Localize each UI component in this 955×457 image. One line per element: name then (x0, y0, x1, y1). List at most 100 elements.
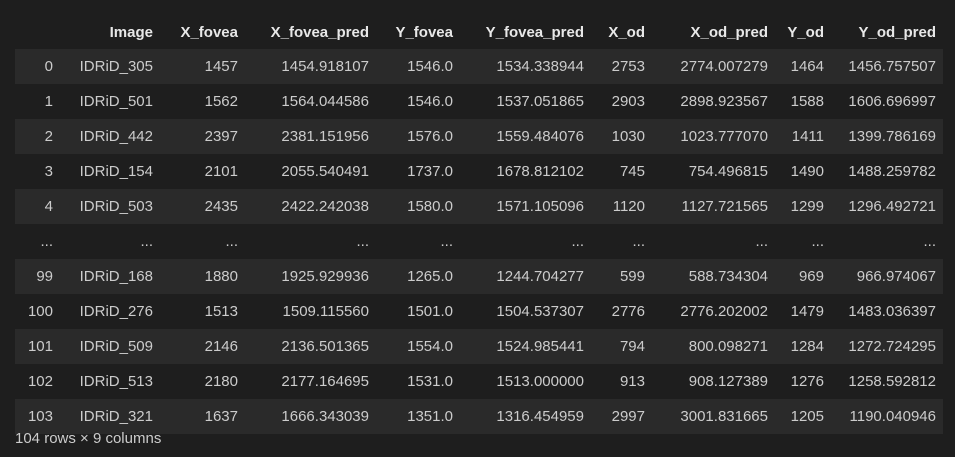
table-cell: 1265.0 (407, 268, 453, 285)
table-cell: 1524.985441 (496, 338, 584, 355)
table-cell: 1316.454959 (496, 408, 584, 425)
dataframe-table: Image X_fovea X_fovea_pred Y_fovea Y_fovea_p… (15, 15, 943, 434)
table-header: Image X_fovea X_fovea_pred Y_fovea Y_fovea_p… (15, 15, 943, 49)
column-header: Y_fovea (395, 23, 453, 41)
table-cell: 1534.338944 (496, 58, 584, 75)
row-index: 1 (44, 93, 53, 110)
table-cell: 1399.786169 (848, 128, 936, 145)
table-row: 0 IDRiD_305 1457 1454.918107 1546.0 1534.3389… (15, 49, 943, 84)
table-cell: 1564.044586 (281, 93, 369, 110)
column-header: Y_od (787, 23, 824, 41)
table-cell: 1588 (790, 93, 824, 110)
table-cell: ... (140, 233, 153, 250)
table-cell: 1513.000000 (496, 373, 584, 390)
table-cell: 2774.007279 (680, 58, 768, 75)
table-cell: 1576.0 (407, 128, 453, 145)
table-row: 4 IDRiD_503 2435 2422.242038 1580.0 1571.1050… (15, 189, 943, 224)
table-cell: 908.127389 (688, 373, 768, 390)
table-cell: IDRiD_276 (79, 303, 153, 320)
table-cell: ... (571, 233, 584, 250)
table-cell: 2136.501365 (281, 338, 369, 355)
table-cell: 966.974067 (856, 268, 936, 285)
table-cell: 1559.484076 (496, 128, 584, 145)
row-index: 103 (27, 408, 53, 425)
column-header: X_od_pred (690, 23, 768, 41)
table-row: 3 IDRiD_154 2101 2055.540491 1737.0 1678.8121… (15, 154, 943, 189)
table-cell: ... (632, 233, 645, 250)
table-cell: ... (811, 233, 824, 250)
table-cell: 2435 (204, 198, 238, 215)
table-cell: 1456.757507 (848, 58, 936, 75)
table-cell: 2753 (611, 58, 645, 75)
table-cell: 1464 (790, 58, 824, 75)
table-cell: 1501.0 (407, 303, 453, 320)
table-cell: 1737.0 (407, 163, 453, 180)
table-row: 99 IDRiD_168 1880 1925.929936 1265.0 1244.704… (15, 259, 943, 294)
column-header: X_od (608, 23, 645, 41)
table-cell: IDRiD_503 (79, 198, 153, 215)
table-cell: 1023.777070 (680, 128, 768, 145)
row-index: 99 (36, 268, 53, 285)
table-cell: 2180 (204, 373, 238, 390)
table-cell: 1925.929936 (281, 268, 369, 285)
table-cell: 2903 (611, 93, 645, 110)
table-cell: ... (440, 233, 453, 250)
table-cell: 1678.812102 (496, 163, 584, 180)
row-index: 102 (27, 373, 53, 390)
index-column-header (15, 15, 60, 49)
table-cell: 3001.831665 (680, 408, 768, 425)
table-cell: ... (923, 233, 936, 250)
table-cell: 1483.036397 (848, 303, 936, 320)
table-row: 1 IDRiD_501 1562 1564.044586 1546.0 1537.0518… (15, 84, 943, 119)
table-cell: 1127.721565 (681, 198, 768, 215)
row-index: 101 (27, 338, 53, 355)
table-cell: 969 (798, 268, 824, 285)
table-cell: 599 (619, 268, 645, 285)
table-cell: 2776 (611, 303, 645, 320)
ellipsis-row: .............................. (15, 224, 943, 259)
dataframe-output: Image X_fovea X_fovea_pred Y_fovea Y_fovea_p… (15, 15, 943, 434)
table-cell: 2055.540491 (281, 163, 369, 180)
table-cell: 1537.051865 (496, 93, 584, 110)
table-cell: 1190.040946 (849, 408, 936, 425)
table-cell: 1205 (790, 408, 824, 425)
table-row: 101 IDRiD_509 2146 2136.501365 1554.0 1524.98… (15, 329, 943, 364)
table-cell: 1880 (204, 268, 238, 285)
table-cell: 2422.242038 (281, 198, 369, 215)
table-cell: 1030 (611, 128, 645, 145)
table-cell: IDRiD_321 (79, 408, 153, 425)
table-cell: 1258.592812 (848, 373, 936, 390)
column-header: X_fovea (180, 23, 238, 41)
row-index: 100 (27, 303, 53, 320)
table-cell: IDRiD_168 (79, 268, 153, 285)
table-cell: 1509.115560 (282, 303, 369, 320)
row-index: 3 (44, 163, 53, 180)
table-cell: 1488.259782 (848, 163, 936, 180)
column-header: X_fovea_pred (270, 23, 369, 41)
table-cell: 800.098271 (688, 338, 768, 355)
header-row: Image X_fovea X_fovea_pred Y_fovea Y_fovea_p… (15, 15, 943, 49)
table-cell: 2177.164695 (281, 373, 369, 390)
table-cell: IDRiD_501 (79, 93, 153, 110)
table-cell: 1546.0 (407, 58, 453, 75)
table-cell: 1546.0 (407, 93, 453, 110)
table-cell: IDRiD_509 (79, 338, 153, 355)
table-cell: 588.734304 (688, 268, 768, 285)
table-cell: 1457 (204, 58, 238, 75)
table-cell: IDRiD_305 (79, 58, 153, 75)
table-cell: 1554.0 (407, 338, 453, 355)
table-cell: 2397 (204, 128, 238, 145)
table-cell: 1351.0 (407, 408, 453, 425)
dataframe-shape-footer: 104 rows × 9 columns (15, 430, 162, 447)
table-cell: 794 (619, 338, 645, 355)
table-cell: 1454.918107 (281, 58, 369, 75)
table-cell: 1244.704277 (496, 268, 584, 285)
table-row: 2 IDRiD_442 2397 2381.151956 1576.0 1559.4840… (15, 119, 943, 154)
table-cell: 1296.492721 (848, 198, 936, 215)
table-cell: 1606.696997 (848, 93, 936, 110)
table-cell: 745 (619, 163, 645, 180)
table-cell: 1513 (204, 303, 238, 320)
table-body: 0 IDRiD_305 1457 1454.918107 1546.0 1534.3389… (15, 49, 943, 434)
table-cell: IDRiD_154 (79, 163, 153, 180)
row-index: ... (40, 233, 53, 250)
